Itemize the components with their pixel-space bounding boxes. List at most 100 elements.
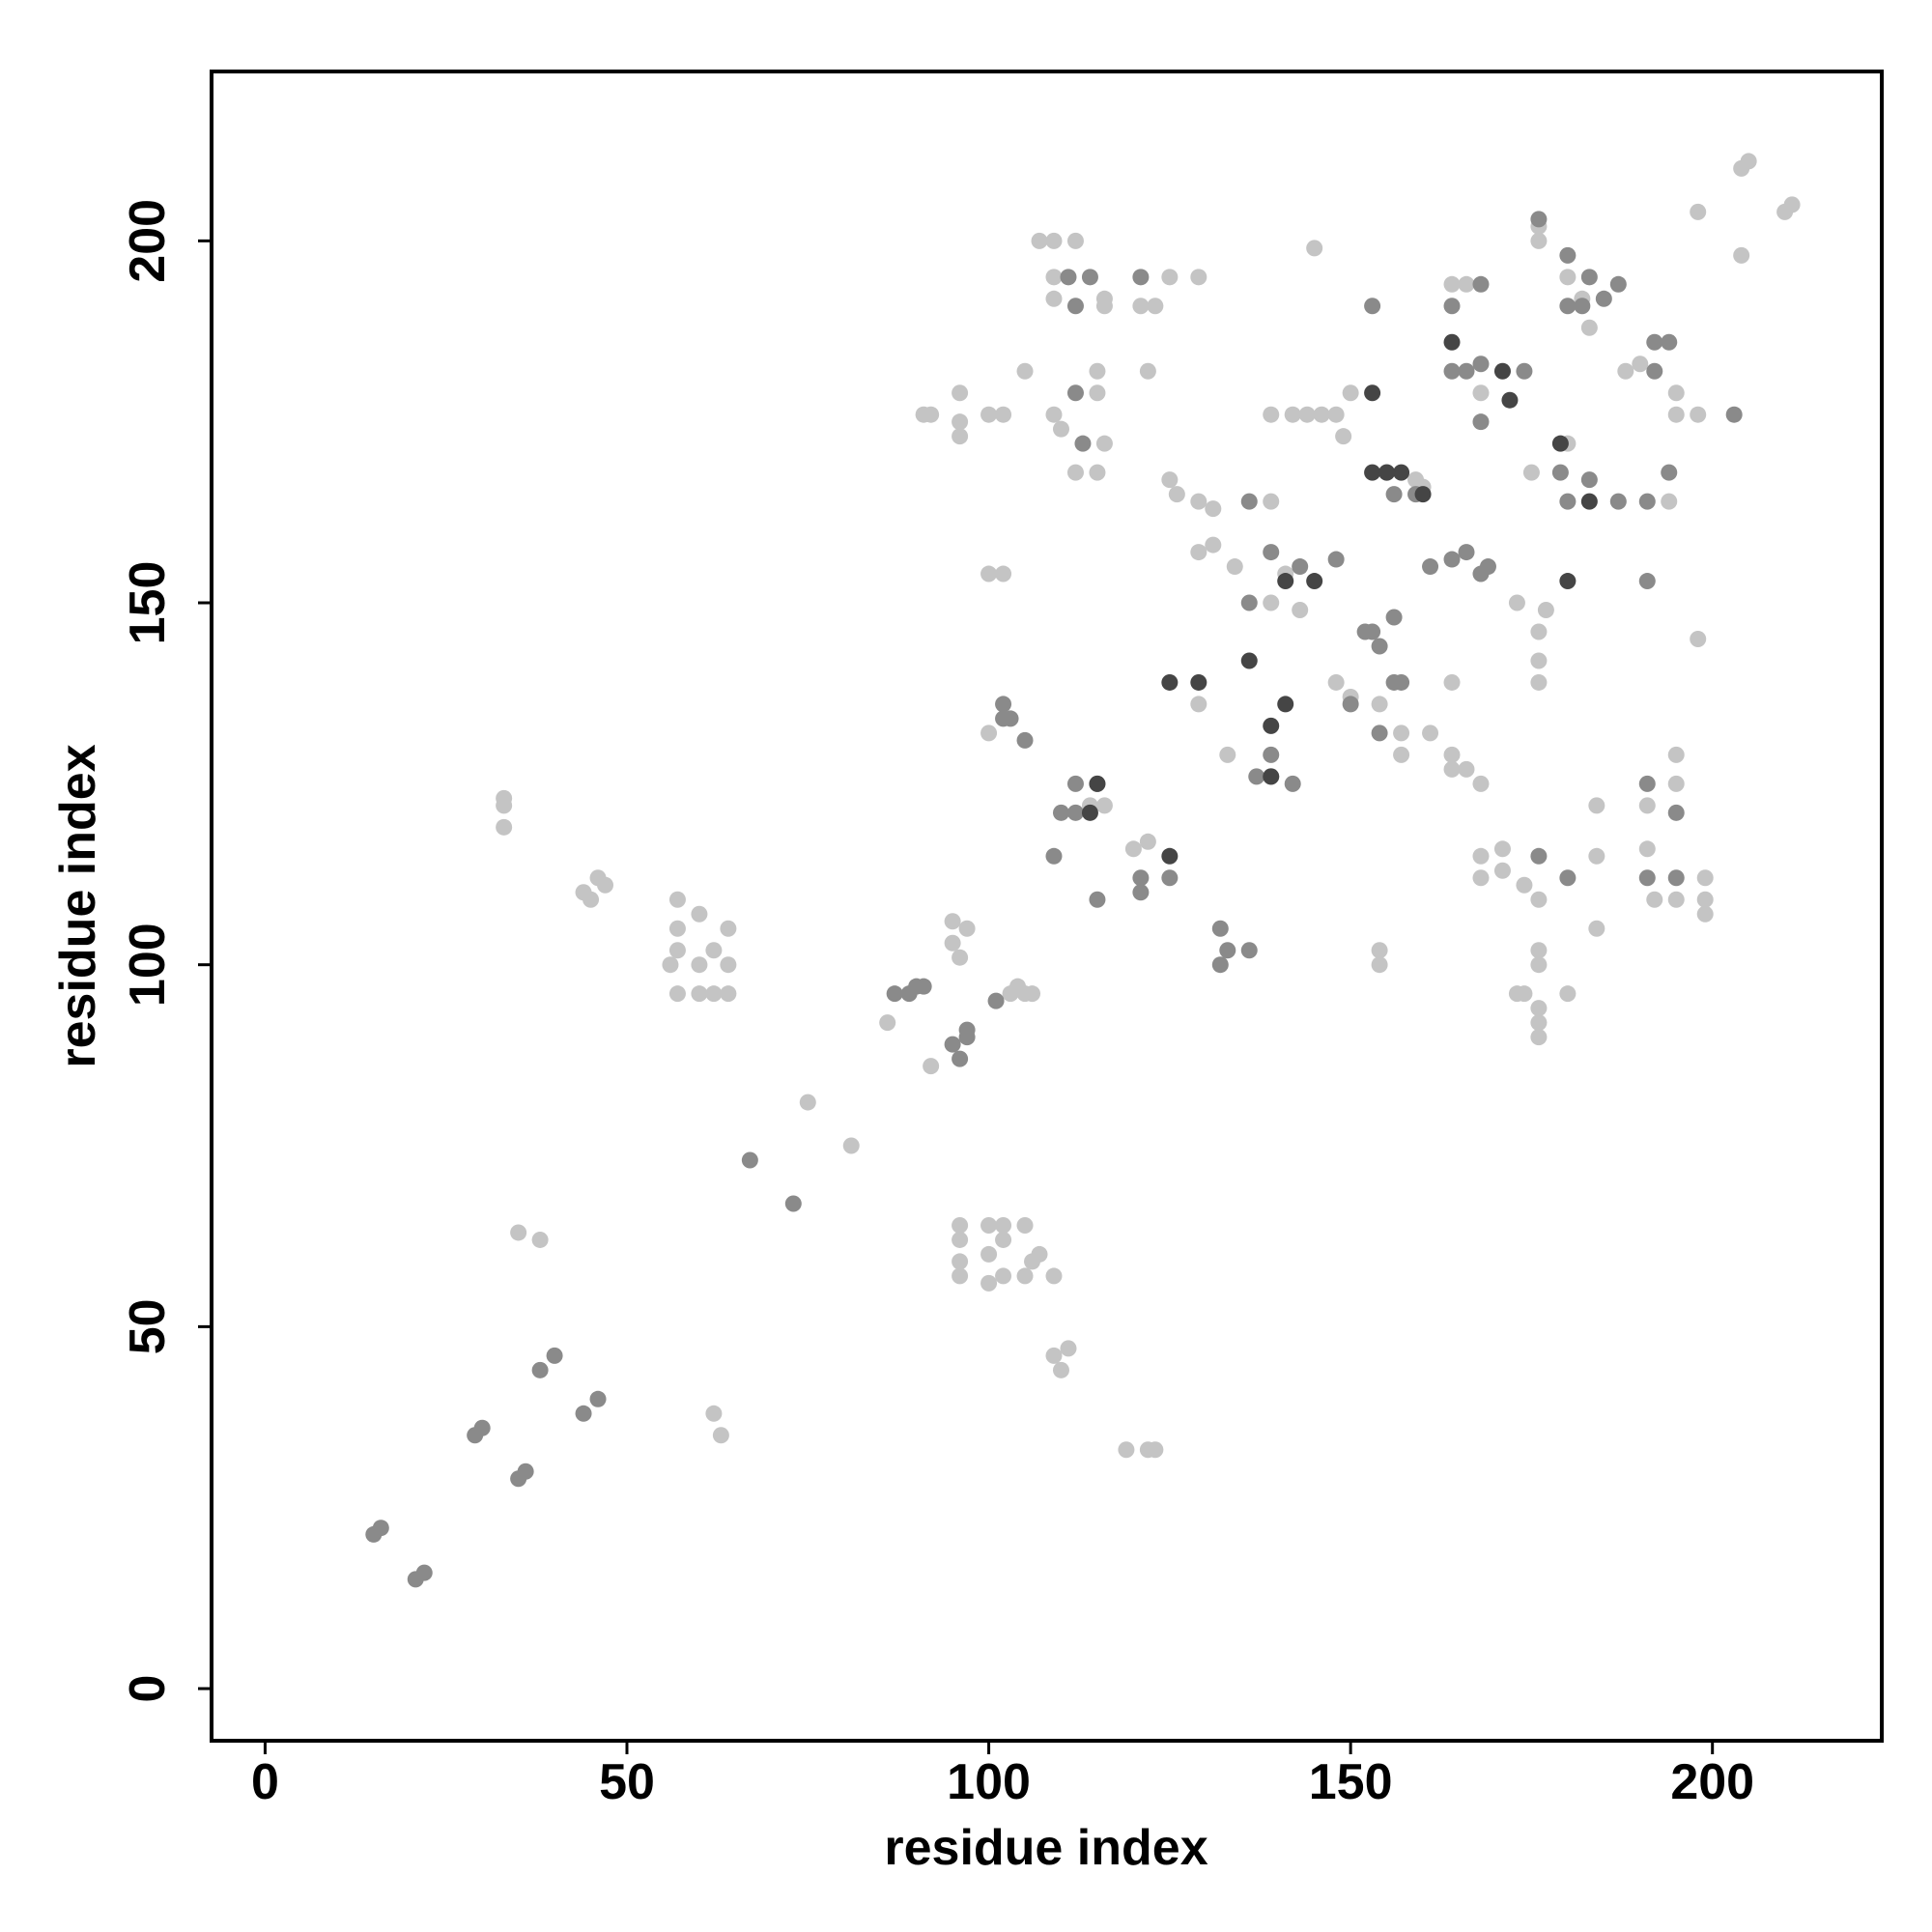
point	[1530, 232, 1548, 249]
point	[668, 891, 686, 908]
point	[531, 1231, 549, 1248]
point	[1638, 797, 1656, 814]
point	[1364, 384, 1381, 402]
point	[1089, 891, 1106, 908]
point	[1240, 942, 1258, 959]
point	[1045, 269, 1063, 286]
point	[1190, 493, 1208, 510]
point	[995, 565, 1012, 582]
point	[1530, 891, 1548, 908]
point	[952, 1253, 969, 1270]
point	[1060, 269, 1077, 286]
point	[1458, 544, 1475, 561]
point	[1472, 384, 1490, 402]
point	[1045, 406, 1063, 423]
point	[1638, 840, 1656, 858]
point	[1263, 406, 1280, 423]
point	[1052, 1361, 1069, 1378]
point	[1530, 1000, 1548, 1017]
point	[1472, 355, 1490, 373]
point	[1284, 406, 1301, 423]
point	[1089, 384, 1106, 402]
point	[1306, 573, 1323, 590]
point	[1559, 246, 1577, 264]
x-tick-label: 100	[947, 1754, 1031, 1810]
point	[915, 978, 932, 995]
point	[1580, 493, 1598, 510]
point	[923, 1058, 940, 1075]
point	[1045, 232, 1063, 249]
point	[1609, 493, 1627, 510]
point	[668, 985, 686, 1003]
point	[952, 1267, 969, 1285]
point	[668, 942, 686, 959]
x-tick-label: 0	[251, 1754, 279, 1810]
point	[1139, 833, 1156, 850]
point	[720, 956, 737, 974]
x-tick-label: 150	[1309, 1754, 1393, 1810]
point	[1393, 464, 1410, 481]
point	[415, 1564, 433, 1581]
point	[1045, 290, 1063, 307]
point	[1667, 891, 1685, 908]
point	[1393, 746, 1410, 763]
point	[1031, 232, 1048, 249]
point	[1240, 652, 1258, 669]
point	[1638, 869, 1656, 887]
point	[995, 1231, 1012, 1248]
point	[1342, 384, 1359, 402]
point	[1263, 544, 1280, 561]
point	[1371, 956, 1388, 974]
point	[1327, 673, 1345, 691]
point	[1530, 652, 1548, 669]
point	[1089, 362, 1106, 380]
point	[1364, 298, 1381, 315]
point	[1661, 333, 1678, 351]
point	[1617, 362, 1634, 380]
point	[879, 1014, 896, 1032]
point	[575, 1405, 592, 1422]
point	[1537, 602, 1554, 619]
point	[1609, 275, 1627, 293]
point	[1219, 746, 1236, 763]
point	[1016, 1216, 1034, 1234]
point	[1472, 847, 1490, 865]
point	[1696, 891, 1714, 908]
point	[1667, 804, 1685, 821]
point	[1632, 355, 1649, 373]
point	[980, 406, 998, 423]
point	[1081, 269, 1098, 286]
point	[1066, 298, 1084, 315]
point	[1414, 486, 1432, 503]
point	[1277, 573, 1294, 590]
y-tick-label: 200	[120, 199, 176, 283]
point	[1219, 942, 1236, 959]
point	[1588, 847, 1605, 865]
point	[1588, 797, 1605, 814]
point	[1443, 362, 1461, 380]
point	[1443, 746, 1461, 763]
point	[1638, 493, 1656, 510]
point	[1458, 760, 1475, 778]
point	[1292, 602, 1309, 619]
point	[510, 1224, 527, 1241]
point	[1066, 384, 1084, 402]
point	[1284, 775, 1301, 792]
point	[952, 384, 969, 402]
point	[517, 1463, 534, 1480]
point	[799, 1094, 816, 1111]
point	[842, 1137, 860, 1154]
point	[1559, 493, 1577, 510]
point	[1292, 558, 1309, 576]
point	[691, 985, 708, 1003]
point	[597, 876, 614, 894]
point	[1161, 847, 1179, 865]
point	[1530, 942, 1548, 959]
point	[1443, 551, 1461, 568]
point	[1371, 942, 1388, 959]
point	[1661, 493, 1678, 510]
point	[1458, 362, 1475, 380]
point	[1095, 435, 1113, 452]
point	[705, 985, 723, 1003]
